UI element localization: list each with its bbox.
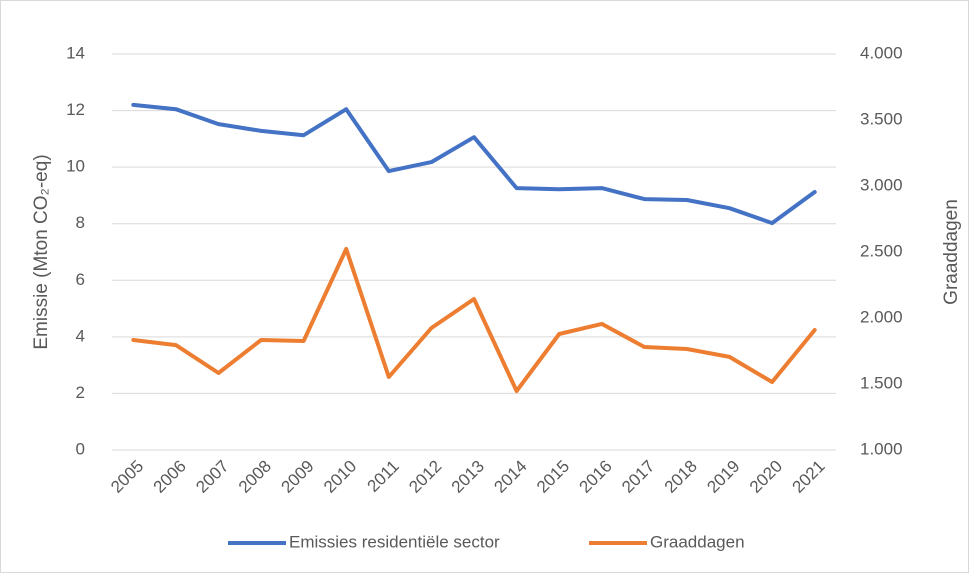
y2-tick-label: 2.500 [860,241,903,260]
y-tick-label: 8 [76,213,85,232]
y2-tick-label: 2.000 [860,307,903,326]
y-axis-label: Emissie (Mton CO₂-eq) [31,154,52,349]
y2-tick-label: 3.500 [860,109,903,128]
series-line [131,102,817,226]
y-tick-label: 6 [76,270,85,289]
y2-axis-label: Graaddagen [941,199,962,305]
y-tick-label: 14 [66,43,85,62]
y2-tick-label: 1.000 [860,439,903,458]
y-tick-label: 12 [66,100,85,119]
y2-tick-label: 4.000 [860,43,903,62]
y-tick-label: 0 [76,439,85,458]
legend-label: Emissies residentiële sector [289,532,500,551]
series-line [131,247,817,393]
y2-tick-label: 1.500 [860,373,903,392]
y2-tick-label: 3.000 [860,175,903,194]
y-tick-label: 10 [66,157,85,176]
legend-label: Graaddagen [650,532,745,551]
y-tick-label: 4 [76,326,85,345]
y-tick-label: 2 [76,383,85,402]
